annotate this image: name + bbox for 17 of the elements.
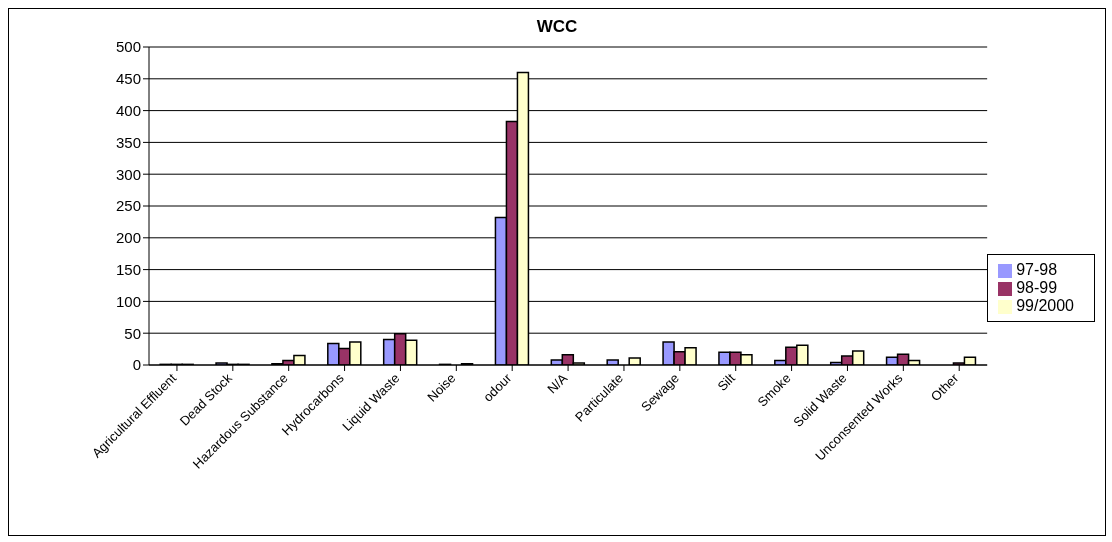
x-tick-label: Silt (714, 370, 739, 394)
legend-label: 99/2000 (1016, 297, 1074, 314)
y-tick-label: 250 (115, 197, 141, 215)
y-tick-label: 100 (115, 292, 141, 310)
y-tick-label: 300 (115, 165, 141, 183)
x-tick-label: N/A (544, 370, 571, 397)
y-tick-label: 0 (132, 356, 141, 374)
chart-title: WCC (536, 17, 578, 36)
y-tick-label: 400 (115, 101, 141, 119)
y-tick-label: 200 (115, 229, 141, 247)
y-tick-label: 150 (115, 260, 141, 278)
y-tick-label: 450 (115, 70, 141, 88)
legend-label: 97-98 (1016, 261, 1058, 278)
legend-label: 98-99 (1016, 279, 1058, 296)
y-tick-label: 350 (115, 133, 141, 151)
y-tick-label: 500 (115, 38, 141, 56)
y-tick-label: 50 (124, 324, 141, 342)
